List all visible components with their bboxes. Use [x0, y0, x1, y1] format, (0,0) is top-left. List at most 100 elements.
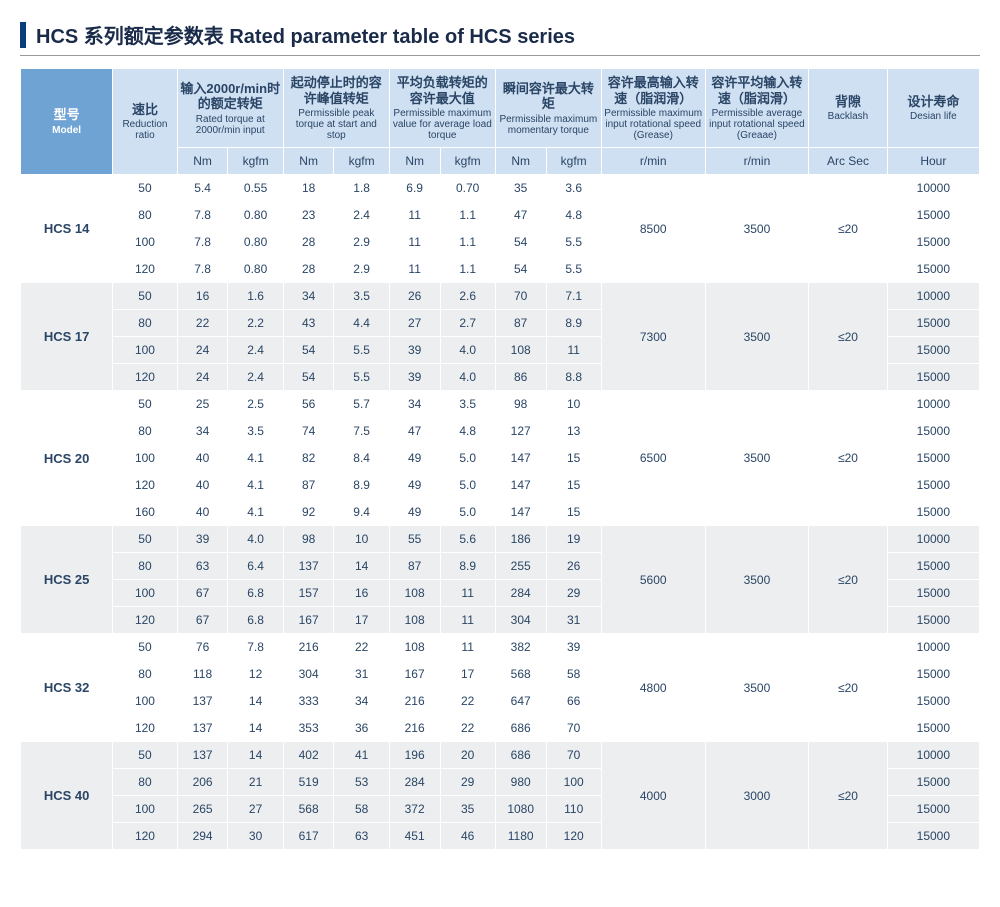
unit-avg-kgfm: kgfm [440, 148, 495, 175]
cell-life: 15000 [887, 229, 979, 256]
cell-life: 10000 [887, 175, 979, 202]
cell-avg-nm: 108 [389, 634, 440, 661]
header-maxspeed: 容许最高输入转速（脂润滑） Permissible maximum input … [601, 69, 705, 148]
header-avg-en: Permissible maximum value for average lo… [392, 108, 493, 141]
cell-life: 15000 [887, 823, 979, 850]
cell-avg-kgfm: 20 [440, 742, 495, 769]
cell-mom-nm: 98 [495, 391, 546, 418]
cell-ratio: 100 [113, 337, 178, 364]
cell-mom-nm: 686 [495, 742, 546, 769]
cell-rated-kgfm: 14 [228, 688, 283, 715]
cell-avg-nm: 284 [389, 769, 440, 796]
header-ratio: 速比 Reduction ratio [113, 69, 178, 175]
cell-avg-nm: 108 [389, 580, 440, 607]
cell-avg-kgfm: 4.0 [440, 337, 495, 364]
cell-rated-kgfm: 6.4 [228, 553, 283, 580]
cell-avgspeed: 3500 [705, 175, 809, 283]
cell-avg-kgfm: 11 [440, 607, 495, 634]
cell-peak-nm: 304 [283, 661, 334, 688]
header-ratio-en: Reduction ratio [115, 119, 175, 141]
header-life: 设计寿命 Desian life [887, 69, 979, 148]
cell-backlash: ≤20 [809, 634, 887, 742]
cell-peak-kgfm: 3.5 [334, 283, 389, 310]
cell-mom-kgfm: 39 [546, 634, 601, 661]
cell-rated-kgfm: 14 [228, 715, 283, 742]
cell-life: 10000 [887, 283, 979, 310]
cell-peak-kgfm: 5.5 [334, 337, 389, 364]
header-moment: 瞬间容许最大转矩 Permissible maximum momentary t… [495, 69, 601, 148]
cell-avg-nm: 372 [389, 796, 440, 823]
cell-life: 15000 [887, 499, 979, 526]
cell-peak-nm: 82 [283, 445, 334, 472]
cell-mom-kgfm: 70 [546, 742, 601, 769]
cell-peak-nm: 167 [283, 607, 334, 634]
cell-avg-nm: 49 [389, 445, 440, 472]
cell-peak-nm: 157 [283, 580, 334, 607]
cell-backlash: ≤20 [809, 742, 887, 850]
header-backlash: 背隙 Backlash [809, 69, 887, 148]
cell-ratio: 80 [113, 769, 178, 796]
table-row: HCS 40501371440241196206867040003000≤201… [21, 742, 980, 769]
cell-mom-nm: 86 [495, 364, 546, 391]
cell-peak-kgfm: 17 [334, 607, 389, 634]
cell-mom-kgfm: 11 [546, 337, 601, 364]
cell-model: HCS 40 [21, 742, 113, 850]
cell-ratio: 80 [113, 661, 178, 688]
cell-rated-nm: 76 [177, 634, 228, 661]
header-avg-cn: 平均负载转矩的容许最大值 [392, 75, 493, 106]
cell-avg-nm: 87 [389, 553, 440, 580]
unit-maxspeed: r/min [601, 148, 705, 175]
cell-mom-nm: 980 [495, 769, 546, 796]
cell-rated-nm: 67 [177, 607, 228, 634]
cell-rated-kgfm: 2.5 [228, 391, 283, 418]
cell-peak-kgfm: 2.4 [334, 202, 389, 229]
cell-life: 10000 [887, 742, 979, 769]
header-model-cn: 型号 [23, 107, 110, 123]
header-peak-en: Permissible peak torque at start and sto… [286, 108, 387, 141]
cell-avg-kgfm: 3.5 [440, 391, 495, 418]
header-maxspeed-en: Permissible maximum input rotational spe… [604, 108, 703, 141]
table-row: HCS 2550394.09810555.61861956003500≤2010… [21, 526, 980, 553]
cell-avg-kgfm: 4.8 [440, 418, 495, 445]
cell-mom-kgfm: 15 [546, 472, 601, 499]
cell-mom-kgfm: 58 [546, 661, 601, 688]
cell-ratio: 50 [113, 634, 178, 661]
cell-mom-kgfm: 100 [546, 769, 601, 796]
cell-life: 15000 [887, 688, 979, 715]
cell-avg-kgfm: 4.0 [440, 364, 495, 391]
cell-rated-kgfm: 0.80 [228, 229, 283, 256]
cell-ratio: 100 [113, 229, 178, 256]
cell-avg-nm: 27 [389, 310, 440, 337]
cell-ratio: 100 [113, 688, 178, 715]
cell-rated-nm: 24 [177, 364, 228, 391]
cell-peak-kgfm: 4.4 [334, 310, 389, 337]
cell-ratio: 100 [113, 796, 178, 823]
cell-avg-nm: 216 [389, 715, 440, 742]
cell-mom-nm: 54 [495, 256, 546, 283]
cell-avg-kgfm: 11 [440, 634, 495, 661]
cell-avg-kgfm: 11 [440, 580, 495, 607]
cell-rated-nm: 265 [177, 796, 228, 823]
cell-life: 10000 [887, 391, 979, 418]
cell-ratio: 50 [113, 526, 178, 553]
cell-rated-nm: 22 [177, 310, 228, 337]
cell-peak-kgfm: 5.5 [334, 364, 389, 391]
cell-mom-nm: 1080 [495, 796, 546, 823]
cell-model: HCS 14 [21, 175, 113, 283]
cell-mom-kgfm: 5.5 [546, 256, 601, 283]
cell-avg-kgfm: 35 [440, 796, 495, 823]
cell-mom-nm: 35 [495, 175, 546, 202]
cell-mom-nm: 108 [495, 337, 546, 364]
cell-peak-kgfm: 16 [334, 580, 389, 607]
header-backlash-en: Backlash [811, 111, 884, 122]
cell-rated-kgfm: 3.5 [228, 418, 283, 445]
cell-life: 15000 [887, 472, 979, 499]
cell-mom-kgfm: 7.1 [546, 283, 601, 310]
cell-peak-kgfm: 5.7 [334, 391, 389, 418]
cell-rated-kgfm: 0.80 [228, 256, 283, 283]
header-moment-en: Permissible maximum momentary torque [498, 114, 599, 136]
cell-mom-nm: 87 [495, 310, 546, 337]
page-title: HCS 系列额定参数表 Rated parameter table of HCS… [36, 20, 575, 49]
cell-rated-nm: 137 [177, 742, 228, 769]
cell-mom-kgfm: 3.6 [546, 175, 601, 202]
